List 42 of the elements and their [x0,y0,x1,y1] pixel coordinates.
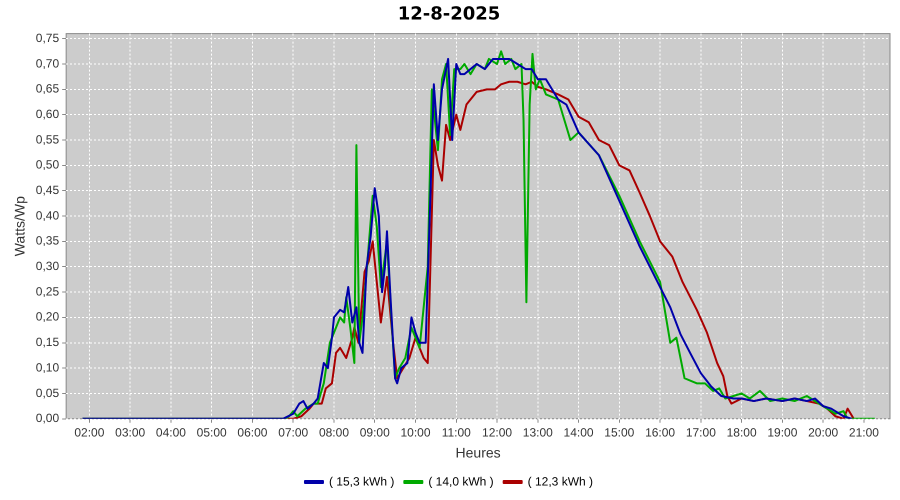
x-tick-label: 07:00 [278,425,309,440]
y-tick-label: 0,15 [36,335,60,350]
y-tick-label: 0,00 [36,411,60,426]
x-tick-label: 15:00 [604,425,635,440]
x-tick-label: 12:00 [482,425,512,440]
y-tick-label: 0,50 [36,158,60,172]
x-axis-title: Heures [456,444,501,460]
y-tick-label: 0,40 [36,208,60,222]
y-tick-label: 0,65 [36,82,60,96]
x-tick-label: 18:00 [726,425,757,440]
x-tick-label: 21:00 [848,425,880,440]
legend-label: ( 15,3 kWh ) [328,474,394,488]
y-tick-label: 0,25 [36,284,60,298]
y-tick-label: 0,05 [36,386,60,400]
x-tick-label: 02:00 [74,425,105,440]
x-tick-label: 08:00 [318,425,350,440]
x-tick-label: 20:00 [808,425,838,440]
x-tick-label: 16:00 [645,425,676,440]
x-tick-label: 06:00 [237,425,268,440]
y-tick-label: 0,45 [36,183,60,198]
x-tick-label: 05:00 [196,425,228,440]
chart-title: 12-8-2025 [398,3,500,24]
y-tick-label: 0,70 [36,56,60,70]
x-tick-label: 09:00 [360,425,390,440]
y-tick-label: 0,60 [36,107,60,122]
x-tick-label: 17:00 [686,425,716,440]
x-tick-label: 03:00 [115,425,146,440]
y-tick-label: 0,30 [36,259,60,274]
y-tick-label: 0,10 [36,360,60,374]
y-axis-title: Watts/Wp [11,196,28,256]
x-tick-label: 14:00 [564,425,594,440]
y-tick-label: 0,35 [36,234,60,248]
y-tick-label: 0,55 [36,132,60,146]
y-tick-label: 0,20 [36,310,60,324]
x-tick-label: 19:00 [767,425,798,440]
legend-label: ( 14,0 kWh ) [428,474,494,488]
legend-label: ( 12,3 kWh ) [528,474,594,488]
y-tick-label: 0,75 [36,30,60,45]
x-tick-label: 13:00 [522,425,554,440]
x-tick-label: 11:00 [442,425,472,440]
x-tick-label: 04:00 [156,425,186,440]
x-tick-label: 10:00 [400,425,431,440]
